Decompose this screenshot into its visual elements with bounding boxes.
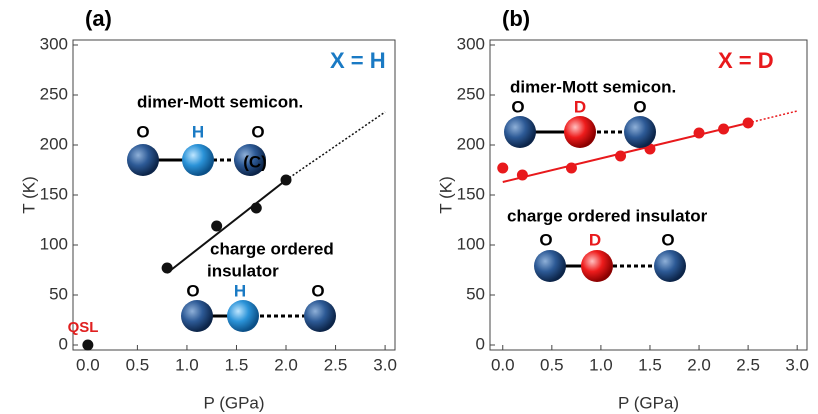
- y-axis-label: T (K): [19, 176, 38, 213]
- panel-label: (a): [85, 6, 112, 31]
- annotation: O: [661, 230, 674, 249]
- atom: [654, 250, 686, 282]
- atom: [182, 144, 214, 176]
- data-point: [516, 169, 528, 181]
- data-point: [497, 162, 509, 174]
- data-point: [82, 339, 94, 351]
- x-tick-label: 1.0: [589, 355, 613, 374]
- data-point: [718, 123, 730, 135]
- x-tick-label: 0.5: [126, 355, 150, 374]
- annotation: dimer-Mott semicon.: [510, 77, 676, 96]
- annotation: O: [539, 230, 552, 249]
- atom: [564, 116, 596, 148]
- y-tick-label: 0: [59, 334, 68, 353]
- annotation: QSL: [68, 319, 99, 336]
- panel-label: (b): [502, 6, 530, 31]
- y-tick-label: 150: [457, 184, 485, 203]
- annotation: insulator: [207, 261, 279, 280]
- x-tick-label: 1.5: [225, 355, 249, 374]
- atom: [534, 250, 566, 282]
- y-tick-label: 300: [457, 34, 485, 53]
- extrapolation-line: [747, 110, 798, 124]
- y-axis-label: T (K): [436, 176, 455, 213]
- x-tick-label: 1.5: [638, 355, 662, 374]
- data-point: [161, 262, 173, 274]
- x-axis-label: P (GPa): [203, 393, 264, 412]
- atom: [504, 116, 536, 148]
- x-tick-label: 0.0: [76, 355, 100, 374]
- y-tick-label: 50: [49, 284, 68, 303]
- x-tick-label: 2.5: [324, 355, 348, 374]
- atom: [234, 144, 266, 176]
- fit-line: [166, 179, 287, 274]
- data-point: [280, 174, 292, 186]
- data-point: [565, 162, 577, 174]
- annotation: dimer-Mott semicon.: [137, 92, 303, 111]
- atom: [304, 300, 336, 332]
- atom: [581, 250, 613, 282]
- annotation: D: [574, 97, 586, 116]
- annotation: X = D: [718, 48, 774, 73]
- annotation: H: [234, 281, 246, 300]
- x-tick-label: 1.0: [175, 355, 199, 374]
- panel: 0 50 100 150 200 250 300 0.0 0.5 1.0 1.5 2.0 2.5 3.0 P…: [436, 6, 809, 413]
- y-tick-label: 100: [457, 234, 485, 253]
- annotation: O: [186, 281, 199, 300]
- x-axis-label: P (GPa): [618, 393, 679, 412]
- atom: [624, 116, 656, 148]
- data-point: [250, 202, 262, 214]
- annotation: charge ordered insulator: [507, 206, 708, 225]
- y-tick-label: 150: [40, 184, 68, 203]
- panel: 0 50 100 150 200 250 300 0.0 0.5 1.0 1.5 2.0 2.5 3.0 P…: [19, 6, 396, 413]
- y-tick-label: 0: [476, 334, 485, 353]
- data-point: [615, 150, 627, 162]
- x-tick-label: 3.0: [373, 355, 397, 374]
- y-tick-label: 100: [40, 234, 68, 253]
- y-tick-label: 300: [40, 34, 68, 53]
- atom: [181, 300, 213, 332]
- annotation: D: [589, 230, 601, 249]
- y-tick-label: 50: [466, 284, 485, 303]
- fit-line: [502, 122, 749, 183]
- atom: [227, 300, 259, 332]
- annotation: O: [511, 97, 524, 116]
- annotation: O: [633, 97, 646, 116]
- x-tick-label: 2.5: [736, 355, 760, 374]
- x-tick-label: 3.0: [785, 355, 809, 374]
- atom: [127, 144, 159, 176]
- data-point: [742, 117, 754, 129]
- x-tick-label: 2.0: [274, 355, 298, 374]
- x-tick-label: 0.5: [540, 355, 564, 374]
- annotation: O: [311, 281, 324, 300]
- annotation: H: [192, 122, 204, 141]
- y-tick-label: 200: [40, 134, 68, 153]
- y-tick-label: 250: [40, 84, 68, 103]
- annotation: O: [136, 122, 149, 141]
- annotation: O: [251, 122, 264, 141]
- data-point: [693, 127, 705, 139]
- y-tick-label: 200: [457, 134, 485, 153]
- x-tick-label: 2.0: [687, 355, 711, 374]
- annotation: X = H: [330, 48, 386, 73]
- extrapolation-line: [285, 111, 386, 181]
- x-tick-label: 0.0: [491, 355, 515, 374]
- data-point: [211, 220, 223, 232]
- annotation: charge ordered: [210, 239, 334, 258]
- y-tick-label: 250: [457, 84, 485, 103]
- annotation: (C): [243, 152, 267, 171]
